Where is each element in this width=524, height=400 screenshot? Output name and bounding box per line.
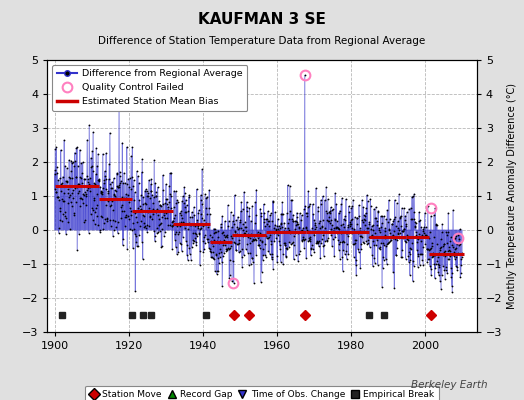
Legend: Station Move, Record Gap, Time of Obs. Change, Empirical Break: Station Move, Record Gap, Time of Obs. C… <box>85 386 439 400</box>
Y-axis label: Monthly Temperature Anomaly Difference (°C): Monthly Temperature Anomaly Difference (… <box>507 83 517 309</box>
Text: Difference of Station Temperature Data from Regional Average: Difference of Station Temperature Data f… <box>99 36 425 46</box>
Text: Berkeley Earth: Berkeley Earth <box>411 380 487 390</box>
Text: KAUFMAN 3 SE: KAUFMAN 3 SE <box>198 12 326 27</box>
